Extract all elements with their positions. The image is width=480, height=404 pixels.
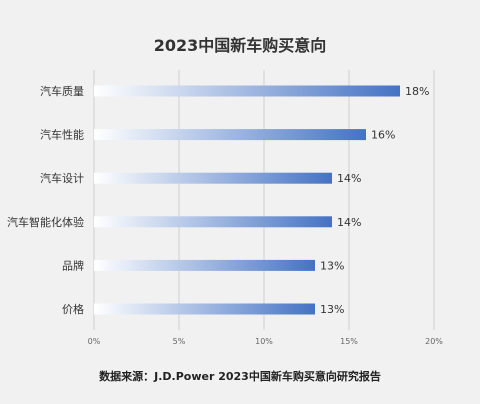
gridlines — [93, 70, 435, 330]
data-label: 16% — [371, 129, 395, 142]
x-tick-label: 0% — [88, 337, 101, 346]
labels: 0% 5% 10% 15% 20% 汽车质量 18% 汽车性能 16% 汽车设计 14% 汽车智能化体… — [7, 84, 443, 346]
data-label: 13% — [320, 303, 344, 316]
bar-2 — [94, 172, 332, 184]
bar-3 — [94, 216, 332, 228]
data-label: 14% — [337, 172, 361, 185]
source-note: 数据来源：J.D.Power 2023中国新车购买意向研究报告 — [99, 369, 381, 383]
category-label: 汽车智能化体验 — [7, 215, 84, 229]
category-label: 价格 — [62, 302, 84, 316]
bars — [94, 85, 400, 315]
data-label: 14% — [337, 216, 361, 229]
bar-0 — [94, 85, 400, 97]
chart-title: 2023中国新车购买意向 — [154, 36, 327, 55]
x-tick-label: 5% — [173, 337, 186, 346]
data-label: 13% — [320, 259, 344, 272]
bar-4 — [94, 259, 315, 271]
category-label: 汽车设计 — [40, 171, 84, 185]
category-label: 汽车性能 — [40, 128, 84, 142]
x-tick-label: 10% — [255, 337, 273, 346]
category-label: 品牌 — [62, 258, 84, 272]
bar-1 — [94, 129, 366, 141]
category-label: 汽车质量 — [40, 84, 84, 98]
x-tick-label: 20% — [425, 337, 443, 346]
bar-5 — [94, 303, 315, 315]
data-label: 18% — [405, 85, 429, 98]
x-tick-label: 15% — [340, 337, 358, 346]
